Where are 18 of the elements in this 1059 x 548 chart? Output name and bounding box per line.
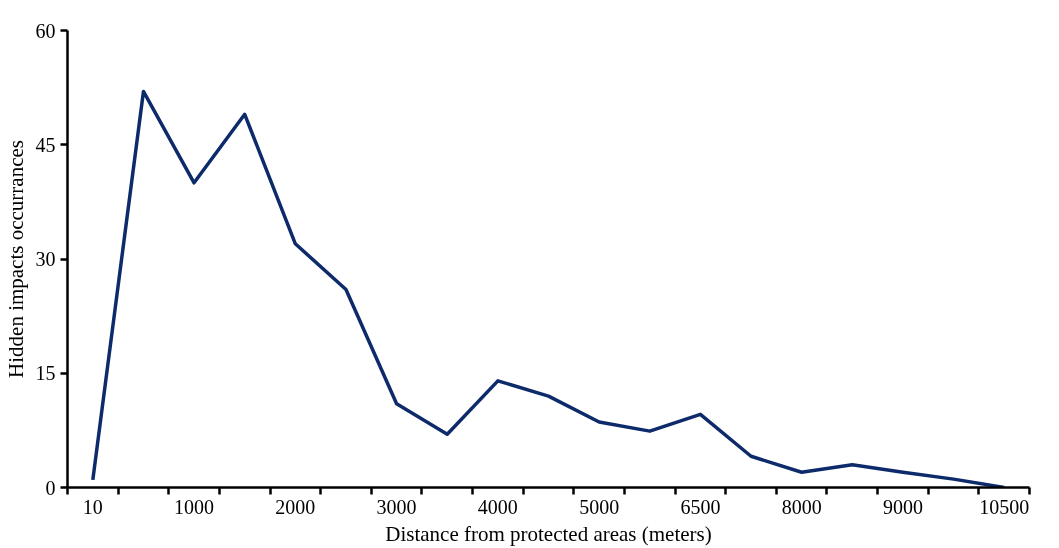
x-tick-label: 10: [82, 495, 103, 518]
y-tick-label: 15: [35, 362, 56, 385]
x-tick-label: 2000: [275, 495, 316, 518]
line-series: [91, 89, 1006, 488]
y-tick-label: 30: [35, 248, 56, 270]
x-tick-label: 10500: [979, 495, 1030, 518]
y-tick-label: 45: [35, 133, 56, 156]
x-tick-label: 4000: [477, 495, 518, 518]
x-tick-label: 6500: [680, 495, 721, 518]
y-tick-label: 0: [45, 476, 56, 499]
y-axis-title: Hidden impacts occurrances: [3, 140, 28, 378]
x-tick-label: 3000: [376, 495, 417, 518]
x-tick-label: 1000: [174, 495, 215, 518]
y-tick-label: 60: [35, 19, 56, 42]
x-tick-label: 8000: [781, 495, 822, 518]
x-axis-title: Distance from protected areas (meters): [385, 521, 712, 546]
x-tick-label: 9000: [882, 495, 923, 518]
x-tick-label: 5000: [579, 495, 620, 518]
